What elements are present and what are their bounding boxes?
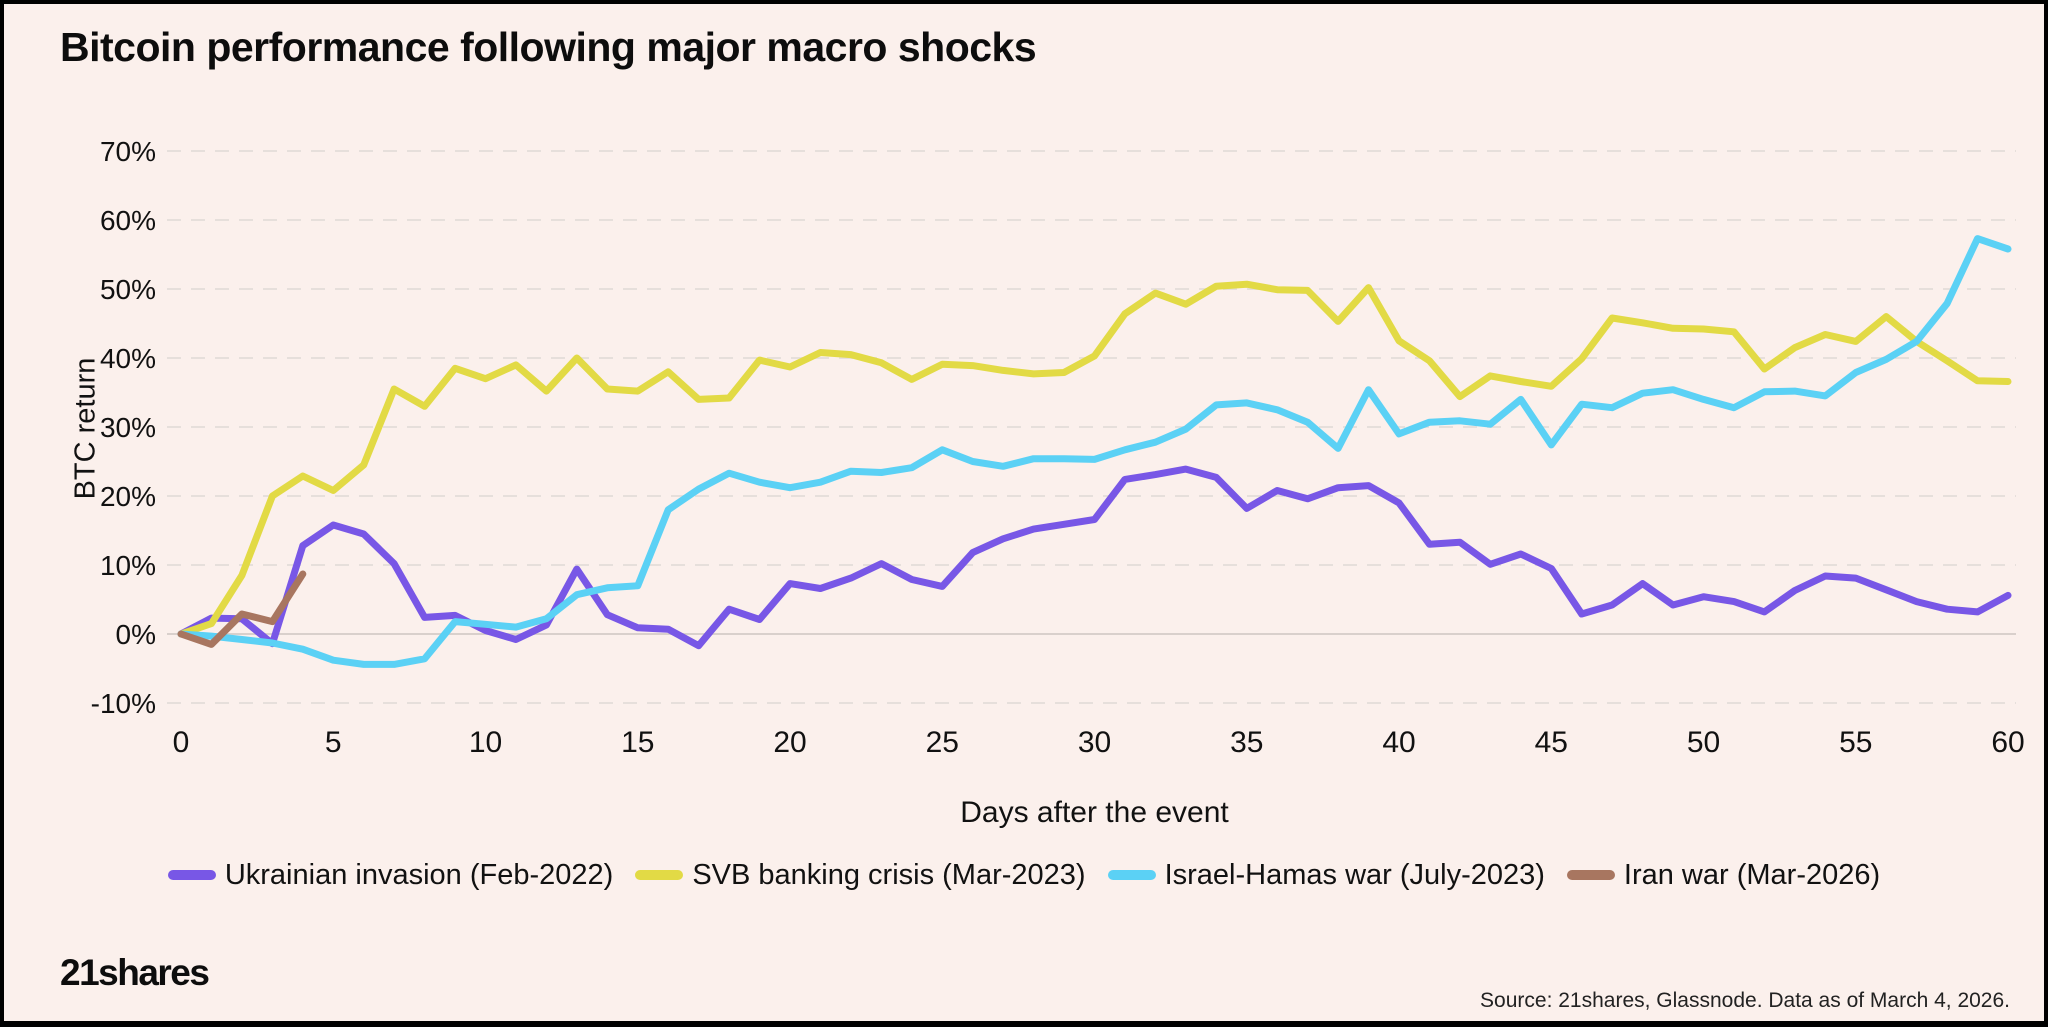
svg-text:60%: 60% <box>100 205 156 236</box>
svg-text:10: 10 <box>469 726 502 759</box>
svg-text:70%: 70% <box>100 136 156 167</box>
svg-text:55: 55 <box>1839 726 1872 759</box>
legend-label: Ukrainian invasion (Feb-2022) <box>224 858 614 891</box>
svg-text:50: 50 <box>1687 726 1720 759</box>
legend-label: Israel-Hamas war (July-2023) <box>1164 858 1545 891</box>
legend: Ukrainian invasion (Feb-2022) SVB bankin… <box>4 852 2044 898</box>
legend-swatch-icon <box>167 870 216 880</box>
source-note: Source: 21shares, Glassnode. Data as of … <box>1480 989 2010 1012</box>
svg-text:20: 20 <box>773 726 806 759</box>
svg-text:15: 15 <box>621 726 654 759</box>
legend-item-ukraine: Ukrainian invasion (Feb-2022) <box>167 858 614 892</box>
x-axis-title: Days after the event <box>960 796 1229 829</box>
chart-title: Bitcoin performance following major macr… <box>60 24 1037 70</box>
svg-text:20%: 20% <box>100 481 156 512</box>
svg-text:10%: 10% <box>100 550 156 581</box>
svg-text:60: 60 <box>1991 726 2024 759</box>
svg-text:35: 35 <box>1230 726 1263 759</box>
legend-label: SVB banking crisis (Mar-2023) <box>692 858 1086 891</box>
svg-text:40: 40 <box>1382 726 1415 759</box>
brand-logo: 21shares <box>60 952 210 993</box>
svg-text:50%: 50% <box>100 274 156 305</box>
legend-item-israel-hamas: Israel-Hamas war (July-2023) <box>1107 858 1545 892</box>
line-chart: 70% 60% 50% 40% 30% 20% 10% 0% -10% 0 5 10 15 20 25 30 3… <box>91 136 2025 759</box>
svg-text:0: 0 <box>173 726 190 759</box>
y-axis-title: BTC return <box>69 357 102 500</box>
svg-text:30: 30 <box>1078 726 1111 759</box>
legend-label: Iran war (Mar-2026) <box>1623 858 1881 891</box>
svg-text:0%: 0% <box>116 619 156 650</box>
legend-item-svb: SVB banking crisis (Mar-2023) <box>635 858 1086 892</box>
legend-swatch-icon <box>1566 870 1615 880</box>
svg-text:40%: 40% <box>100 343 156 374</box>
svg-text:5: 5 <box>325 726 342 759</box>
legend-swatch-icon <box>1107 870 1156 880</box>
svg-text:30%: 30% <box>100 412 156 443</box>
svg-text:25: 25 <box>926 726 959 759</box>
legend-item-iran: Iran war (Mar-2026) <box>1566 858 1881 892</box>
svg-text:45: 45 <box>1535 726 1568 759</box>
legend-swatch-icon <box>635 870 684 880</box>
svg-text:-10%: -10% <box>91 688 156 719</box>
